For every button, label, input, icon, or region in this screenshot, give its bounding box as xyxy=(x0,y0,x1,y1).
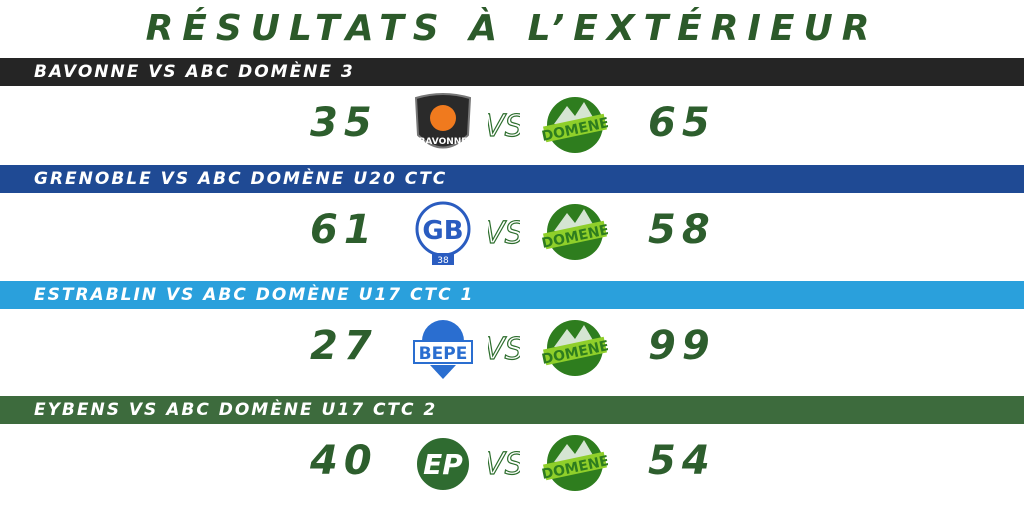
match-row: 40 EP VS DOMENE 54 xyxy=(0,424,1024,504)
grenoble-logo: GB 38 xyxy=(410,197,476,267)
away-score: 99 xyxy=(648,323,716,369)
home-score: 27 xyxy=(310,323,378,369)
home-score: 40 xyxy=(310,438,378,484)
match-banner: ESTRABLIN VS ABC DOMÈNE U17 CTC 1 xyxy=(0,281,1024,309)
svg-text:BAVONNE: BAVONNE xyxy=(419,137,468,147)
svg-text:VS: VS xyxy=(488,332,520,367)
svg-text:BEPE: BEPE xyxy=(419,344,468,364)
away-score: 54 xyxy=(648,438,716,484)
svg-text:VS: VS xyxy=(488,447,520,482)
svg-text:GB: GB xyxy=(422,216,463,246)
vs-icon: VS xyxy=(484,442,525,482)
svg-text:38: 38 xyxy=(437,256,449,266)
page-title: RÉSULTATS À L’EXTÉRIEUR xyxy=(145,8,879,49)
match-banner: EYBENS VS ABC DOMÈNE U17 CTC 2 xyxy=(0,396,1024,424)
eybens-logo: EP xyxy=(410,428,476,498)
abc-domene-logo: DOMENE xyxy=(540,90,610,160)
match-banner: BAVONNE VS ABC DOMÈNE 3 xyxy=(0,58,1024,86)
away-score: 65 xyxy=(648,100,716,146)
svg-text:VS: VS xyxy=(488,216,520,251)
match-banner: GRENOBLE VS ABC DOMÈNE U20 CTC xyxy=(0,165,1024,193)
vs-icon: VS xyxy=(484,211,525,251)
match-row: 61 GB 38 VS DOMENE 58 xyxy=(0,193,1024,273)
svg-text:EP: EP xyxy=(423,448,463,481)
bepe-logo: BEPE xyxy=(410,313,476,383)
match-row: 35 BAVONNE VS DOMENE 65 xyxy=(0,86,1024,166)
abc-domene-logo: DOMENE xyxy=(540,313,610,383)
away-score: 58 xyxy=(648,207,716,253)
home-score: 61 xyxy=(310,207,378,253)
home-score: 35 xyxy=(310,100,378,146)
bavonne-logo: BAVONNE xyxy=(410,90,476,160)
vs-icon: VS xyxy=(484,327,525,367)
svg-text:VS: VS xyxy=(488,109,520,144)
abc-domene-logo: DOMENE xyxy=(540,197,610,267)
match-row: 27 BEPE VS DOMENE 99 xyxy=(0,309,1024,389)
vs-icon: VS xyxy=(484,104,525,144)
abc-domene-logo: DOMENE xyxy=(540,428,610,498)
